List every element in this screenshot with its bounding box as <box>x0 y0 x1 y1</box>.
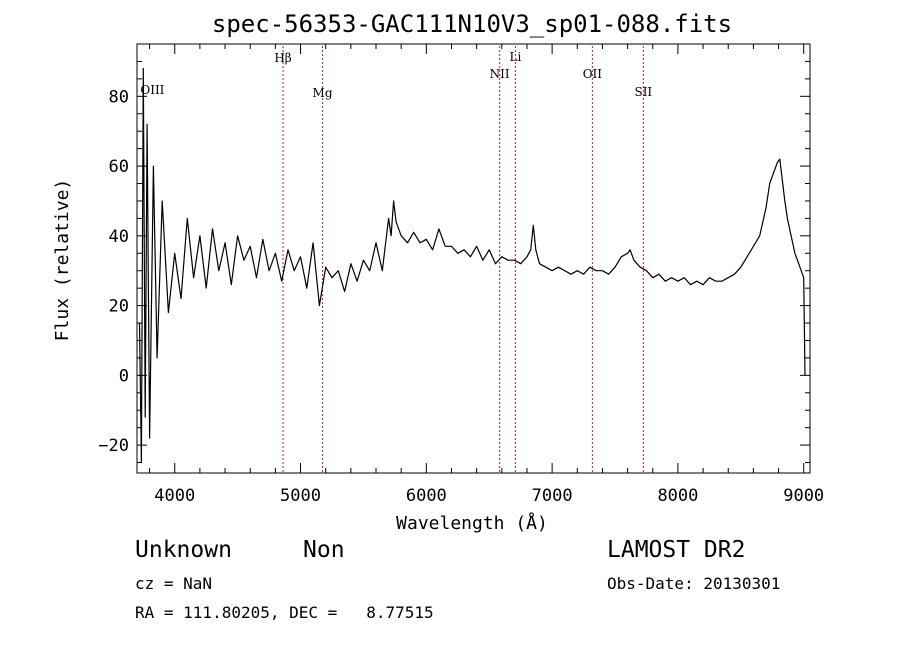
line-marker-label: SII <box>634 85 652 99</box>
x-tick-label: 4000 <box>154 486 195 506</box>
x-axis-label: Wavelength (Å) <box>396 512 548 534</box>
line-marker-label: Hβ <box>274 51 291 65</box>
plot-frame <box>136 43 811 474</box>
line-marker-label: OII <box>583 67 603 81</box>
obs-date: Obs-Date: 20130301 <box>607 574 781 593</box>
y-tick-label: 40 <box>109 227 129 247</box>
spectrum-series <box>138 67 806 464</box>
y-tick-label: −20 <box>98 436 129 456</box>
y-tick-label: 0 <box>119 366 129 386</box>
chart-title: spec-56353-GAC111N10V3_sp01-088.fits <box>212 10 732 38</box>
y-axis-ticks: −20 0 20 40 60 80 <box>98 60 810 464</box>
line-marker-label: Mg <box>313 86 333 100</box>
object-class: Unknown <box>135 537 232 563</box>
x-tick-label: 6000 <box>406 486 447 506</box>
object-subclass: Non <box>303 537 345 563</box>
x-axis-ticks: 4000 5000 6000 7000 8000 9000 <box>149 44 824 506</box>
x-tick-label: 9000 <box>783 486 824 506</box>
line-marker-label: Li <box>509 50 521 64</box>
survey-name: LAMOST DR2 <box>607 537 746 563</box>
x-tick-label: 5000 <box>280 486 321 506</box>
line-marker-label: NII <box>490 67 510 81</box>
x-tick-label: 7000 <box>532 486 573 506</box>
line-marker-label: OIII <box>140 83 164 97</box>
y-tick-label: 60 <box>109 157 129 177</box>
spectrum-line <box>138 67 806 464</box>
y-tick-label: 20 <box>109 297 129 317</box>
y-tick-label: 80 <box>109 87 129 107</box>
ra-dec-coordinates: RA = 111.80205, DEC = 8.77515 <box>135 603 434 622</box>
x-tick-label: 8000 <box>657 486 698 506</box>
y-axis-label: Flux (relative) <box>52 179 73 342</box>
redshift-cz: cz = NaN <box>135 574 213 593</box>
